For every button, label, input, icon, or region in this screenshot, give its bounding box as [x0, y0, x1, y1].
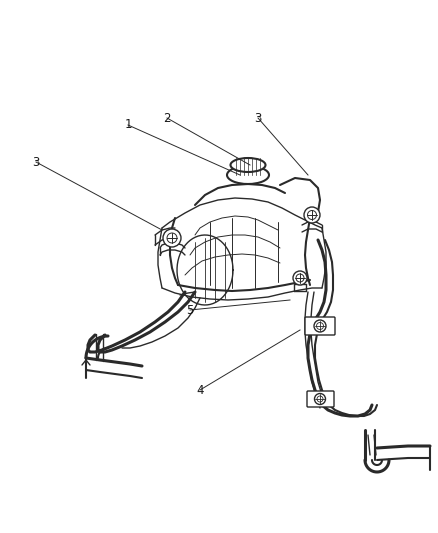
Text: 2: 2 [163, 111, 171, 125]
Circle shape [314, 320, 326, 332]
Text: 3: 3 [32, 156, 40, 168]
FancyBboxPatch shape [305, 317, 335, 335]
Text: 3: 3 [254, 111, 261, 125]
Circle shape [304, 207, 320, 223]
Text: 5: 5 [186, 303, 194, 317]
Circle shape [317, 322, 324, 329]
FancyBboxPatch shape [307, 391, 334, 407]
Text: 1: 1 [124, 118, 132, 132]
Circle shape [317, 396, 323, 402]
Circle shape [293, 271, 307, 285]
Circle shape [163, 229, 181, 247]
Ellipse shape [227, 166, 269, 184]
Text: 4: 4 [196, 384, 204, 397]
Ellipse shape [230, 158, 265, 172]
Circle shape [296, 274, 304, 282]
Circle shape [314, 393, 325, 405]
Circle shape [307, 211, 317, 220]
Circle shape [167, 233, 177, 243]
